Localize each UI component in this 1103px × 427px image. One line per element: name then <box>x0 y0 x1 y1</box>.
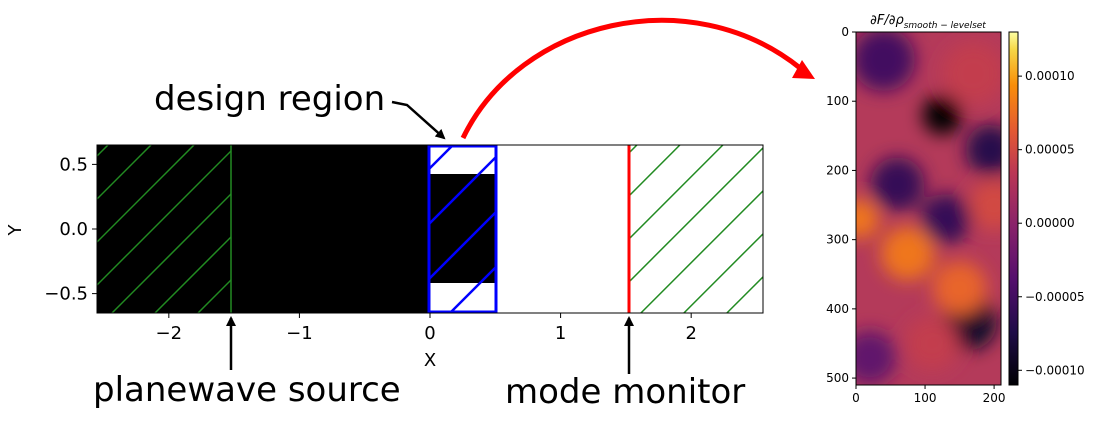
hatch-line <box>428 210 496 282</box>
black-fill-region <box>97 145 428 313</box>
heatmap-y-tick-label: 100 <box>826 94 849 108</box>
hatch-line <box>97 145 152 201</box>
heatmap-title-sub: smooth − levelset <box>904 21 987 31</box>
pml-right-hatch <box>628 145 763 313</box>
colorbar-ticks: 0.00010 0.00005 0.00000 −0.00005 −0.00010 <box>1018 69 1085 377</box>
heatmap-blob <box>856 330 897 385</box>
heatmap-blob <box>905 316 959 371</box>
heatmap-y-tick-label: 200 <box>826 163 849 177</box>
heatmap-blobs <box>856 32 1001 385</box>
heatmap-y-ticks: 0 100 200 300 400 500 <box>826 25 856 385</box>
heatmap-blob <box>920 193 971 245</box>
y-ticks: 0.5 0.0 −0.5 <box>44 154 97 305</box>
hatch-line <box>111 192 231 313</box>
colorbar-tick-label: −0.00005 <box>1025 290 1085 304</box>
design-region-label: design region <box>154 79 385 119</box>
x-tick-label: 1 <box>555 323 566 344</box>
x-tick-label: 2 <box>685 323 696 344</box>
hatch-line <box>97 145 195 244</box>
hatch-line <box>428 155 496 227</box>
colorbar <box>1008 31 1019 386</box>
heatmap-y-tick-label: 300 <box>826 233 849 247</box>
design-region-arrow <box>391 100 446 140</box>
hatch-line <box>154 235 231 313</box>
hatch-line <box>449 265 496 313</box>
annotations: design region planewave source mode moni… <box>93 17 815 412</box>
design-region-outline <box>427 144 498 314</box>
design-hatch <box>428 145 673 313</box>
hatch-line <box>640 189 763 313</box>
y-axis-label: Y <box>5 224 26 237</box>
heatmap-blob <box>968 179 1001 231</box>
x-tick-label: −1 <box>286 323 313 344</box>
heatmap-x-tick-label: 0 <box>852 391 860 405</box>
hatch-line <box>628 146 763 284</box>
y-tick-label: 0.0 <box>59 219 88 240</box>
heatmap-blob <box>856 199 880 239</box>
heatmap-frame <box>855 31 1002 386</box>
heatmap-blob <box>870 157 925 212</box>
pml-left-hatch <box>97 145 231 313</box>
heatmap-y-tick-label: 400 <box>826 302 849 316</box>
hatch-line <box>197 278 231 313</box>
colorbar-tick-label: −0.00010 <box>1025 363 1085 377</box>
colorbar-tick-label: 0.00010 <box>1025 69 1075 83</box>
gradient-heatmap: ∂F/∂ρsmooth − levelset 0 100 200 0 100 200 30… <box>826 13 1085 405</box>
planewave-source-label: planewave source <box>93 370 401 410</box>
hatch-line <box>726 275 763 313</box>
hatch-line <box>97 149 231 287</box>
heatmap-blob <box>941 42 1001 106</box>
x-axis-label: X <box>424 350 436 371</box>
heatmap-blob <box>965 124 1001 175</box>
hatch-line <box>628 145 681 198</box>
heatmap-x-tick-label: 100 <box>914 391 937 405</box>
heatmap-title-main: ∂F/∂ρ <box>870 13 904 28</box>
x-tick-label: 0 <box>424 323 435 344</box>
hatch-line <box>505 145 673 313</box>
heatmap-y-tick-label: 500 <box>826 371 849 385</box>
heatmap-blob <box>922 95 963 135</box>
heatmap-y-tick-label: 0 <box>841 25 849 39</box>
heatmap-blob <box>856 32 916 92</box>
x-tick-label: −2 <box>156 323 183 344</box>
red-curved-arrow <box>460 17 802 140</box>
mode-monitor-label: mode monitor <box>505 372 745 412</box>
simulation-plot: −2 −1 0 1 2 0.5 0.0 −0.5 X Y <box>5 144 764 371</box>
colorbar-tick-label: 0.00000 <box>1025 216 1075 230</box>
heatmap-x-ticks: 0 100 200 <box>852 385 1006 405</box>
hatch-line <box>628 145 724 241</box>
heatmap-x-tick-label: 200 <box>983 391 1006 405</box>
x-ticks: −2 −1 0 1 2 <box>156 313 697 344</box>
red-arrow-head <box>792 60 815 79</box>
y-tick-label: −0.5 <box>44 284 88 305</box>
heatmap-blob <box>880 226 935 281</box>
heatmap-title: ∂F/∂ρsmooth − levelset <box>870 13 986 31</box>
hatch-line <box>683 232 763 313</box>
y-tick-label: 0.5 <box>59 154 88 175</box>
colorbar-tick-label: 0.00005 <box>1025 143 1075 157</box>
heatmap-blob <box>932 261 987 316</box>
